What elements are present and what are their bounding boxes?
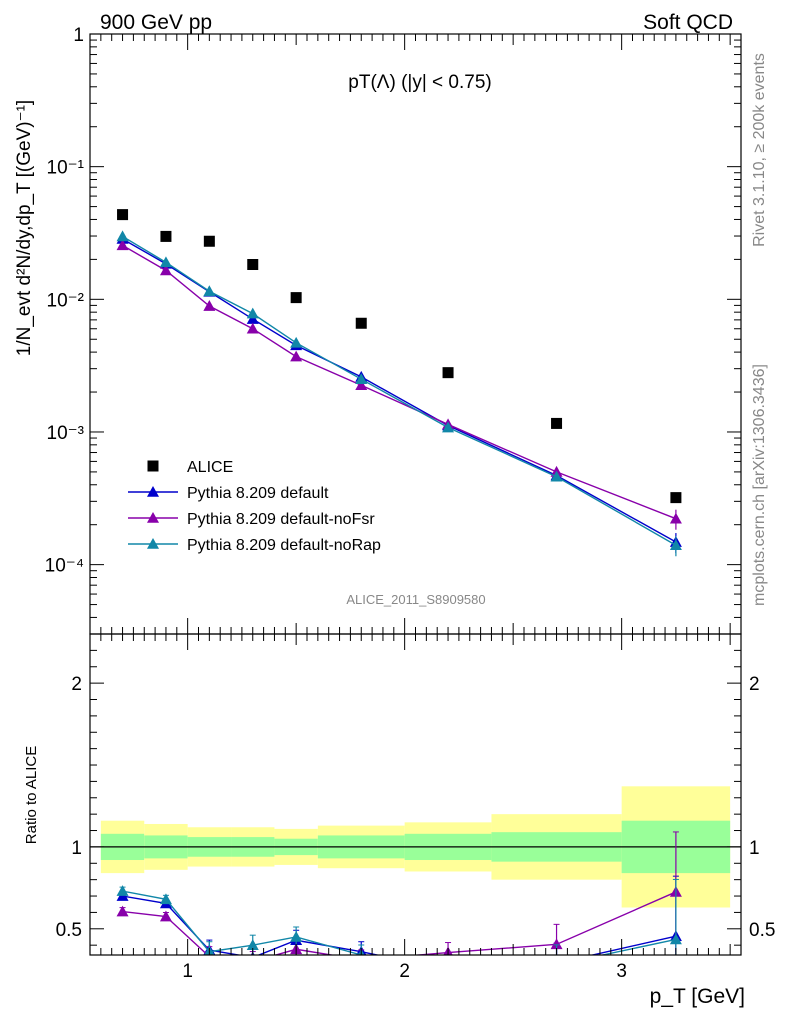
data-point: [247, 259, 259, 271]
y-tick-label: 10⁻¹: [47, 158, 85, 179]
ratio-data-point: [442, 967, 454, 978]
main-data-layer: [116, 209, 682, 557]
data-point: [355, 379, 368, 391]
data-point: [670, 492, 682, 504]
x-tick-label: 1: [182, 961, 193, 982]
ratio-uncertainty-bands: [90, 786, 741, 908]
ratio-y-tick-label-right: 0.5: [749, 920, 775, 941]
mcplots-label: mcplots.cern.ch [arXiv:1306.3436]: [751, 364, 768, 606]
legend: ALICE Pythia 8.209 default Pythia 8.209 de…: [128, 459, 381, 554]
ratio-data-point: [551, 959, 563, 970]
ratio-data-point: [116, 885, 129, 896]
legend-label: Pythia 8.209 default-noFsr: [187, 511, 375, 528]
ratio-data-point: [116, 905, 129, 917]
data-point: [159, 264, 172, 276]
data-point: [290, 292, 302, 304]
data-point: [290, 350, 303, 362]
legend-marker: [147, 512, 159, 523]
ratio-data-point: [246, 939, 259, 950]
data-point: [160, 230, 172, 242]
ratio-data-point: [550, 938, 563, 950]
ratio-y-tick-label: 1: [71, 838, 82, 859]
x-axis-label: p_T [GeV]: [650, 985, 745, 1008]
ratio-data-point: [669, 933, 682, 945]
header-right: Soft QCD: [643, 11, 733, 34]
ratio-data-point: [442, 964, 454, 975]
data-point: [203, 300, 216, 311]
ratio-y-tick-label-right: 2: [749, 674, 760, 695]
main-title: pT(Λ) (|y| < 0.75): [348, 72, 491, 93]
y-tick-label: 10⁻³: [47, 423, 85, 444]
data-point: [117, 209, 129, 221]
ratio-y-tick-label: 0.5: [56, 920, 82, 941]
header-left: 900 GeV pp: [100, 11, 212, 34]
rivet-label: Rivet 3.1.10, ≥ 200k events: [751, 53, 768, 247]
data-point: [246, 322, 259, 334]
data-point: [116, 230, 129, 242]
main-plot-panel: 10⁻⁴ 10⁻³ 10⁻² 10⁻¹ 1 pT(Λ) (|y| < 0.75) ALI…: [14, 25, 742, 635]
legend-label: Pythia 8.209 default: [187, 485, 329, 502]
ratio-data-point: [159, 910, 172, 922]
main-y-axis-label: 1/N_evt d²N/dy,dp_T [(GeV)⁻¹]: [14, 100, 35, 356]
data-point: [159, 256, 172, 268]
data-point: [669, 512, 682, 524]
ratio-data-point: [247, 956, 259, 967]
legend-label: ALICE: [187, 459, 233, 476]
ratio-data-point: [551, 957, 563, 968]
series-line: [122, 244, 677, 520]
watermark: ALICE_2011_S8909580: [346, 592, 485, 607]
ratio-data-point: [159, 893, 172, 905]
data-point: [442, 367, 454, 379]
data-point: [203, 285, 216, 297]
x-tick-label: 2: [399, 961, 410, 982]
y-tick-label: 1: [73, 25, 84, 46]
y-tick-label: 10⁻²: [47, 290, 85, 311]
ratio-data-point: [290, 930, 303, 942]
data-point: [355, 317, 367, 329]
data-point: [290, 336, 303, 348]
ratio-y-tick-label: 2: [71, 674, 82, 695]
data-point: [116, 239, 129, 251]
ratio-y-axis-label: Ratio to ALICE: [23, 746, 40, 844]
x-tick-label: 3: [616, 961, 627, 982]
legend-marker: [147, 538, 159, 549]
legend-marker: [147, 460, 159, 472]
legend-marker: [147, 486, 159, 497]
ratio-y-tick-label-right: 1: [749, 838, 760, 859]
data-point: [246, 313, 259, 324]
data-point: [246, 307, 259, 319]
ratio-frame: [89, 633, 742, 956]
main-axes: 10⁻⁴ 10⁻³ 10⁻² 10⁻¹ 1: [45, 25, 741, 635]
y-tick-label: 10⁻⁴: [45, 556, 84, 577]
ratio-axes: 0.5 0.5 1 1 2 2 1 2 3: [56, 634, 775, 982]
ratio-plot-panel: 0.5 0.5 1 1 2 2 1 2 3 Ratio to ALICE p_T [GeV]: [23, 633, 775, 1008]
data-point: [550, 470, 563, 482]
data-point: [203, 235, 215, 247]
data-point: [355, 373, 368, 384]
data-point: [442, 421, 455, 433]
data-point: [669, 539, 682, 551]
ratio-series-line: [122, 895, 677, 955]
legend-label: Pythia 8.209 default-noRap: [187, 537, 381, 554]
data-point: [551, 417, 563, 429]
